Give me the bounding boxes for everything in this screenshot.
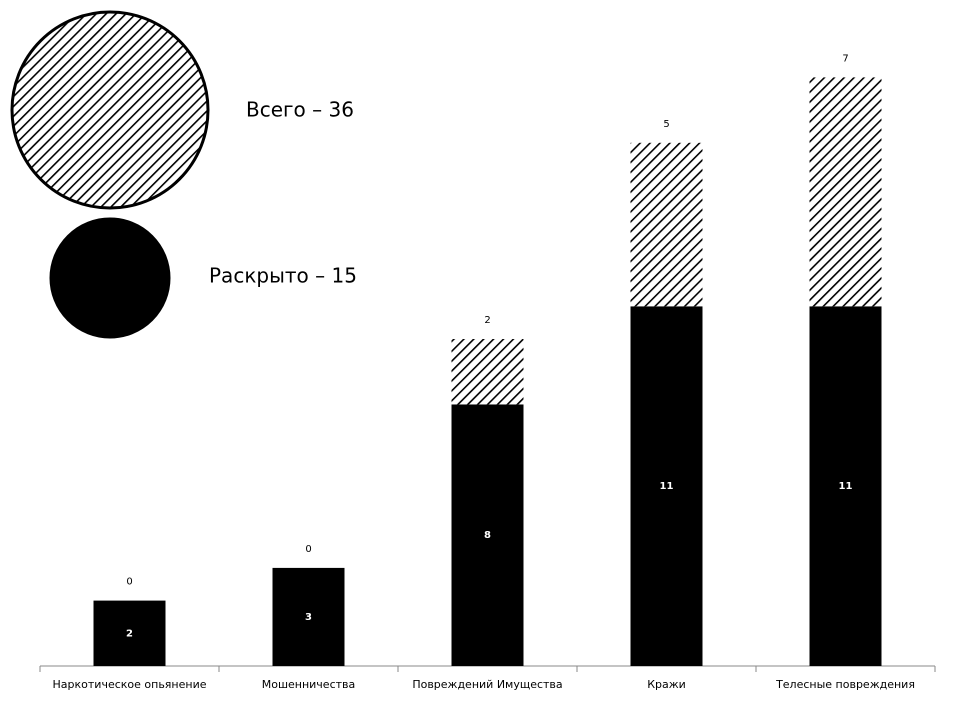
x-tick-label: Кражи [647,678,686,691]
data-label: 7 [842,53,848,64]
bar-segment [272,567,345,666]
legend-label: Всего – 36 [246,98,354,122]
bar-segment [451,404,524,666]
bar-segment [451,339,524,405]
data-label: 3 [305,612,312,623]
data-label: 2 [126,628,133,639]
legend-swatch [49,217,171,339]
bar-segment [809,77,882,307]
legend-swatch [10,10,210,210]
x-tick-label: Наркотическое опьянение [53,678,207,691]
legend-label: Раскрыто – 15 [209,264,357,288]
data-label: 2 [484,315,490,326]
data-label: 5 [663,119,669,130]
legend: Всего – 36 Раскрыто – 15 [10,10,357,339]
bar-segment [630,142,703,307]
x-tick-label: Телесные повреждения [775,678,915,691]
bar-segment [93,600,166,666]
x-tick-label: Повреждений Имущества [412,678,562,691]
data-label: 11 [839,481,853,492]
plot: Наркотическое опьянение 2 0 Мошенничества 3 0… [39,53,936,691]
data-label: 0 [305,544,311,555]
bar-segment [630,306,703,666]
x-tick-label: Мошенничества [262,678,356,691]
data-label: 11 [660,481,674,492]
bar-segment [809,306,882,666]
data-label: 0 [126,577,132,588]
data-label: 8 [484,530,491,541]
